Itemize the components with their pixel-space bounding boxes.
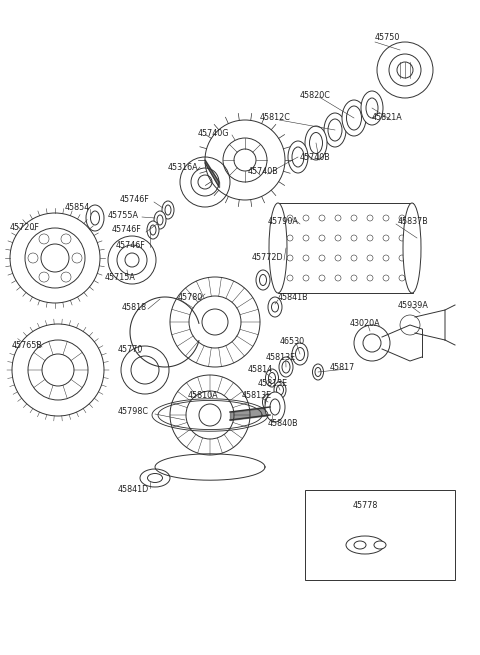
Ellipse shape	[342, 100, 366, 136]
Text: 45746F: 45746F	[120, 195, 150, 204]
Circle shape	[377, 42, 433, 98]
Ellipse shape	[310, 132, 323, 153]
Text: 45316A: 45316A	[168, 164, 199, 172]
Text: 45740G: 45740G	[198, 128, 229, 138]
Ellipse shape	[328, 119, 342, 141]
Text: 43020A: 43020A	[350, 318, 381, 328]
Ellipse shape	[256, 270, 270, 290]
Ellipse shape	[260, 274, 266, 286]
Ellipse shape	[279, 357, 293, 377]
Ellipse shape	[270, 399, 280, 415]
Ellipse shape	[282, 361, 290, 373]
Ellipse shape	[315, 367, 321, 377]
Ellipse shape	[265, 392, 285, 422]
Text: 45814: 45814	[248, 365, 273, 375]
Bar	[305, 490, 455, 580]
Ellipse shape	[86, 205, 104, 231]
Text: 45854: 45854	[65, 202, 90, 212]
Ellipse shape	[324, 113, 346, 147]
Text: 45820C: 45820C	[300, 90, 331, 100]
Ellipse shape	[366, 98, 378, 118]
Bar	[278, 203, 413, 293]
Ellipse shape	[296, 348, 304, 360]
Ellipse shape	[140, 469, 170, 487]
Text: 45790A: 45790A	[268, 217, 299, 227]
Text: 45770: 45770	[118, 345, 144, 354]
Text: 45812C: 45812C	[260, 113, 291, 122]
Text: 45715A: 45715A	[105, 274, 136, 282]
Ellipse shape	[165, 205, 171, 215]
Text: 45817: 45817	[330, 362, 355, 371]
Text: 45778: 45778	[353, 500, 378, 510]
Ellipse shape	[403, 203, 421, 293]
Text: 45780: 45780	[178, 293, 203, 303]
Ellipse shape	[268, 373, 276, 383]
Text: 45740B: 45740B	[300, 153, 331, 162]
Text: 45821A: 45821A	[372, 113, 403, 122]
Ellipse shape	[354, 541, 366, 549]
Ellipse shape	[292, 147, 304, 167]
Text: 45840B: 45840B	[268, 419, 299, 428]
Ellipse shape	[91, 211, 99, 225]
Ellipse shape	[265, 369, 278, 387]
Ellipse shape	[288, 141, 308, 173]
Ellipse shape	[374, 541, 386, 549]
Text: 45841D: 45841D	[118, 485, 149, 495]
Ellipse shape	[162, 201, 174, 219]
Text: 45765B: 45765B	[12, 341, 43, 350]
Text: 45740B: 45740B	[248, 168, 279, 176]
Text: 45813E: 45813E	[266, 354, 296, 362]
Ellipse shape	[150, 225, 156, 235]
Ellipse shape	[154, 211, 166, 229]
Text: 45813E: 45813E	[242, 392, 272, 400]
Text: 45746F: 45746F	[112, 225, 142, 234]
Ellipse shape	[346, 536, 384, 554]
Text: 45813E: 45813E	[258, 379, 288, 388]
Ellipse shape	[268, 297, 282, 317]
Text: 45720F: 45720F	[10, 223, 40, 231]
Ellipse shape	[272, 302, 278, 312]
Text: 45746F: 45746F	[116, 240, 146, 250]
Text: 45798C: 45798C	[118, 407, 149, 417]
Ellipse shape	[361, 91, 383, 125]
Text: 45750: 45750	[375, 33, 400, 43]
Text: 45810A: 45810A	[188, 390, 218, 400]
Ellipse shape	[347, 106, 361, 130]
Text: 45818: 45818	[122, 303, 147, 312]
Ellipse shape	[269, 203, 287, 293]
Ellipse shape	[312, 364, 324, 380]
Ellipse shape	[265, 398, 271, 407]
Ellipse shape	[274, 381, 286, 398]
Text: 45755A: 45755A	[108, 210, 139, 219]
Text: 45837B: 45837B	[398, 217, 429, 227]
Ellipse shape	[263, 394, 274, 410]
Text: 45939A: 45939A	[398, 301, 429, 310]
Ellipse shape	[305, 126, 327, 160]
Ellipse shape	[147, 474, 163, 483]
Ellipse shape	[276, 385, 284, 395]
Ellipse shape	[157, 215, 163, 225]
Ellipse shape	[147, 221, 159, 239]
Circle shape	[389, 54, 421, 86]
Text: 46530: 46530	[280, 337, 305, 346]
Text: 45772D: 45772D	[252, 253, 284, 263]
Text: 45841B: 45841B	[278, 293, 309, 301]
Ellipse shape	[292, 343, 308, 365]
